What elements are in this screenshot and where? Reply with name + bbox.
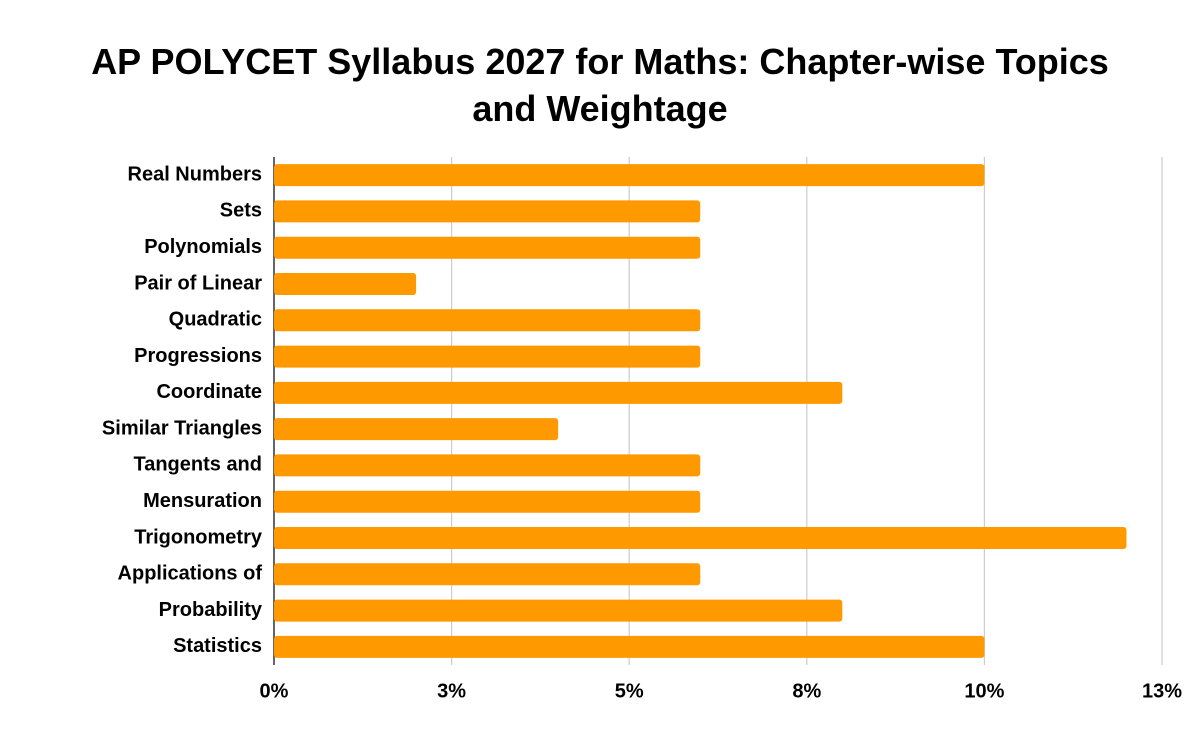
bar [274,490,701,513]
bar [274,381,843,404]
bar [274,200,701,223]
y-tick-label: Progressions [134,345,262,367]
bar [274,236,701,259]
bar [274,599,843,622]
bar [274,309,701,332]
y-tick-label: Real Numbers [128,163,263,185]
y-tick-label: Trigonometry [134,526,263,548]
y-tick-label: Similar Triangles [102,417,262,439]
x-tick-label: 8% [792,680,821,702]
x-tick-label: 3% [437,680,466,702]
x-tick-label: 0% [260,680,289,702]
chart-title: AP POLYCET Syllabus 2027 for Maths: Chap… [91,41,1109,129]
bar [274,527,1127,549]
bar [274,563,701,586]
y-tick-label: Pair of Linear [134,272,262,294]
y-tick-label: Polynomials [144,236,262,258]
y-tick-label: Mensuration [143,490,262,512]
bar [274,635,985,658]
bar [274,345,701,368]
y-tick-label: Probability [159,599,263,621]
y-tick-label: Coordinate [156,381,262,403]
y-tick-label: Sets [220,200,262,222]
y-tick-label: Quadratic [169,309,262,331]
x-tick-label: 13% [1142,680,1182,702]
bar [274,164,985,187]
bar [274,418,559,441]
x-tick-label: 5% [615,680,644,702]
bar [274,273,417,295]
y-tick-label: Applications of [118,563,263,585]
bar [274,454,701,477]
x-tick-label: 10% [964,680,1004,702]
y-tick-label: Statistics [173,635,262,657]
y-tick-label: Tangents and [133,454,262,476]
